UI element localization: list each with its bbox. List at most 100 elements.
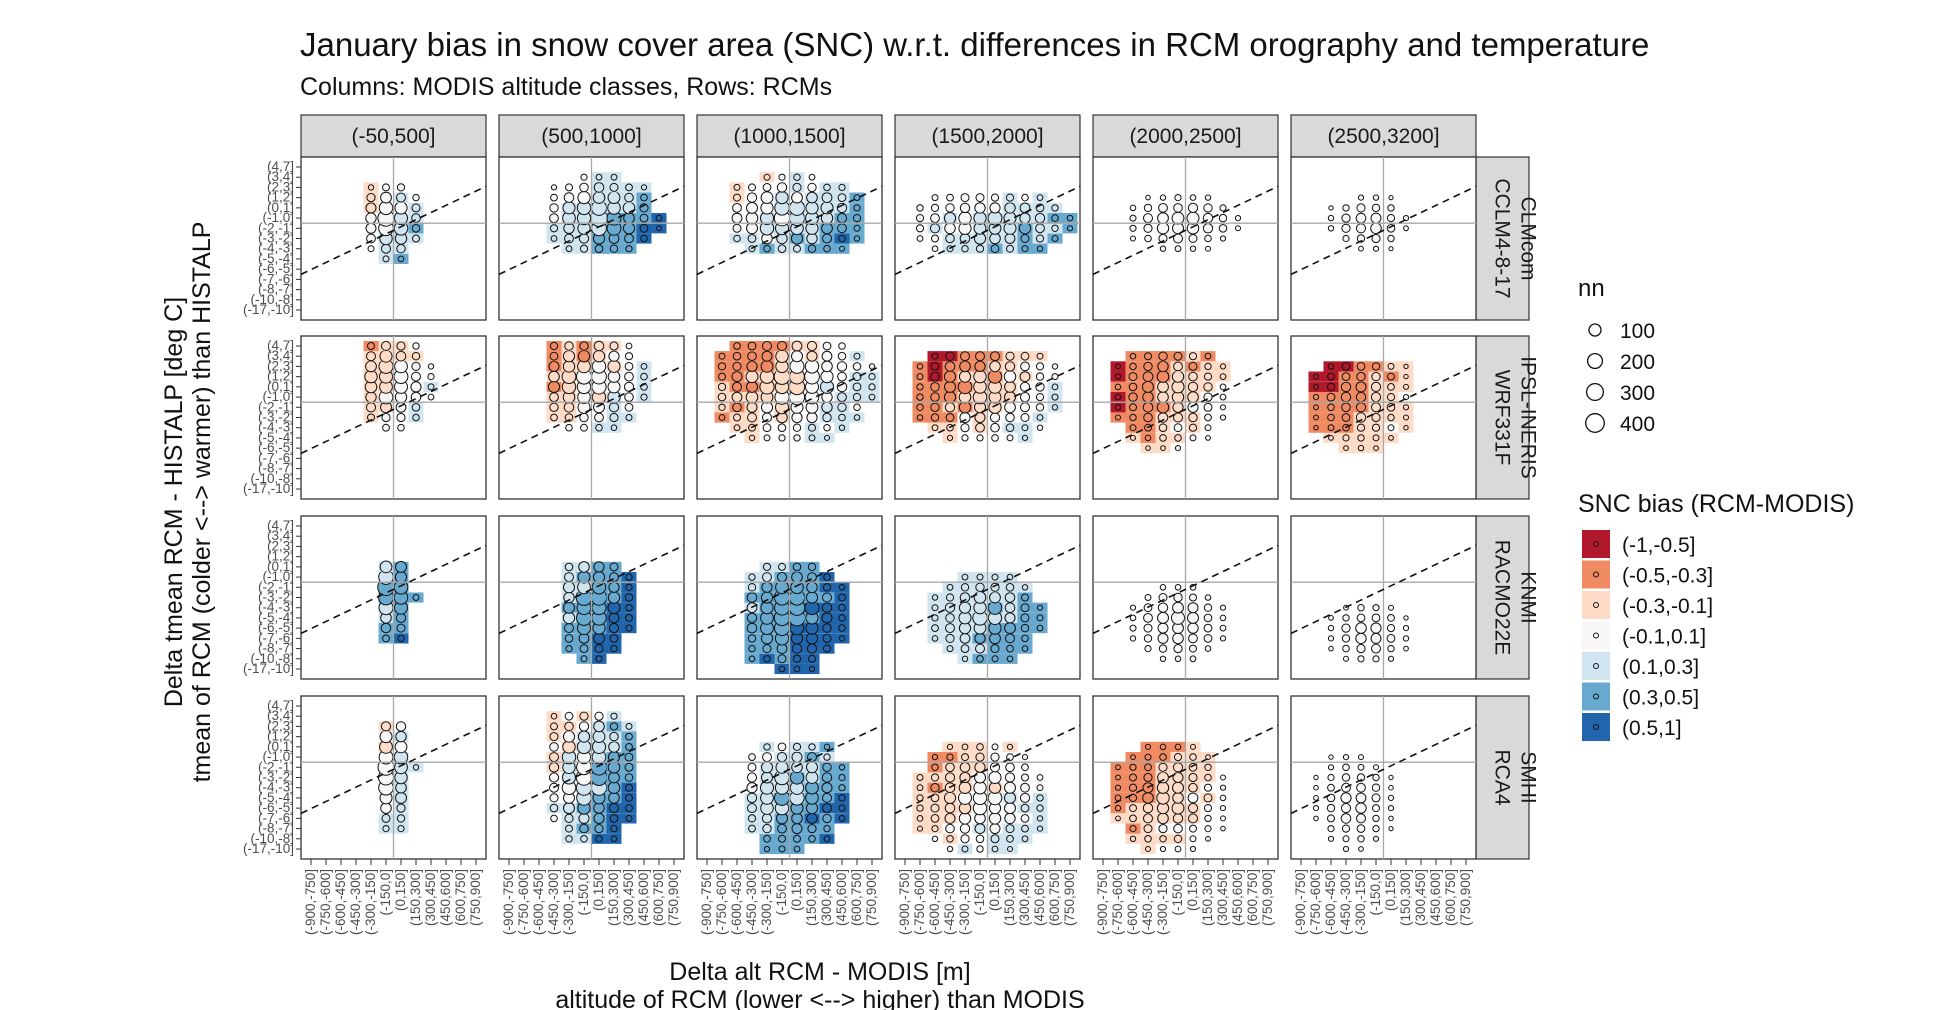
count-point bbox=[1386, 634, 1396, 643]
count-point bbox=[1115, 764, 1121, 771]
count-point bbox=[931, 352, 939, 360]
count-point bbox=[640, 363, 648, 370]
count-point bbox=[625, 743, 633, 751]
count-point bbox=[1005, 423, 1015, 433]
count-point bbox=[1403, 414, 1409, 421]
count-point bbox=[931, 424, 939, 432]
count-point bbox=[1021, 245, 1029, 253]
count-point bbox=[1051, 383, 1059, 391]
count-point bbox=[1021, 835, 1029, 843]
count-point bbox=[1157, 381, 1169, 393]
count-point bbox=[1145, 743, 1151, 750]
count-point bbox=[945, 233, 955, 244]
count-point bbox=[776, 182, 788, 193]
count-point bbox=[838, 815, 846, 822]
count-point bbox=[1205, 435, 1211, 441]
count-point bbox=[821, 222, 833, 235]
count-point bbox=[1006, 244, 1014, 253]
count-point bbox=[944, 802, 956, 814]
count-point bbox=[1388, 435, 1394, 441]
count-point bbox=[1171, 211, 1185, 225]
count-point bbox=[762, 644, 772, 654]
count-point bbox=[607, 781, 621, 795]
x-tick-label: (450,600] bbox=[1230, 869, 1245, 926]
count-point bbox=[1327, 764, 1335, 771]
count-point bbox=[1189, 655, 1197, 663]
count-point bbox=[975, 244, 985, 253]
x-tick-label: (-600,-450] bbox=[729, 869, 744, 935]
count-point bbox=[1387, 655, 1395, 662]
y-tick-label: (1,2] bbox=[267, 729, 294, 744]
count-point bbox=[365, 222, 377, 234]
x-tick-label: (750,900] bbox=[1260, 869, 1275, 926]
reference-dashed-line bbox=[498, 364, 685, 455]
count-point bbox=[579, 341, 589, 351]
size-legend-key bbox=[1586, 352, 1604, 370]
count-point bbox=[916, 403, 924, 411]
count-point bbox=[1174, 584, 1182, 591]
count-point bbox=[853, 414, 861, 421]
count-point bbox=[625, 732, 633, 741]
count-point bbox=[820, 370, 834, 384]
count-point bbox=[822, 762, 832, 772]
count-point bbox=[961, 434, 969, 442]
count-point bbox=[732, 402, 742, 413]
count-point bbox=[731, 212, 743, 224]
count-point bbox=[1036, 804, 1044, 812]
count-point bbox=[1144, 434, 1152, 442]
count-point bbox=[1020, 234, 1030, 243]
x-tick-label: (-750,-600] bbox=[318, 869, 333, 935]
count-point bbox=[822, 633, 832, 643]
count-point bbox=[1021, 593, 1029, 602]
count-point bbox=[1020, 603, 1030, 613]
count-point bbox=[1203, 783, 1213, 792]
count-point bbox=[805, 201, 819, 215]
count-point bbox=[792, 742, 802, 752]
count-point bbox=[916, 414, 924, 421]
count-point bbox=[748, 434, 756, 442]
count-point bbox=[916, 774, 924, 781]
count-point bbox=[1190, 743, 1196, 750]
count-point bbox=[989, 232, 1001, 245]
color-legend-label: (0.5,1] bbox=[1622, 717, 1682, 740]
count-point bbox=[1036, 414, 1044, 421]
count-point bbox=[822, 792, 832, 803]
color-legend-key-point bbox=[1593, 693, 1599, 700]
reference-dashed-line bbox=[1092, 544, 1279, 635]
count-point bbox=[1189, 835, 1197, 843]
count-point bbox=[1036, 194, 1044, 202]
x-tick-label: (450,600] bbox=[834, 869, 849, 926]
count-point bbox=[395, 730, 407, 743]
count-point bbox=[380, 622, 392, 634]
count-point bbox=[1159, 245, 1167, 252]
count-point bbox=[1172, 632, 1184, 645]
y-tick-label: (-3,-2] bbox=[258, 590, 294, 605]
count-point bbox=[746, 592, 758, 603]
count-point bbox=[806, 581, 818, 594]
count-point bbox=[718, 403, 726, 411]
count-point bbox=[960, 644, 970, 653]
count-point bbox=[1342, 614, 1350, 622]
column-strip-label: (-50,500] bbox=[351, 125, 435, 148]
count-point bbox=[1387, 234, 1395, 243]
count-point bbox=[595, 173, 603, 181]
count-point bbox=[411, 371, 421, 382]
count-point bbox=[806, 411, 818, 424]
count-point bbox=[1173, 753, 1183, 762]
count-point bbox=[868, 393, 876, 401]
count-point bbox=[762, 341, 772, 351]
count-point bbox=[793, 244, 801, 253]
reference-dashed-line bbox=[498, 544, 685, 635]
count-point bbox=[1202, 223, 1214, 234]
x-tick-label: (-450,-300] bbox=[942, 869, 957, 935]
count-point bbox=[610, 824, 618, 833]
count-point bbox=[381, 813, 391, 823]
count-point bbox=[1340, 803, 1352, 814]
count-point bbox=[945, 762, 955, 773]
count-point bbox=[960, 583, 970, 592]
count-point bbox=[1372, 773, 1380, 782]
y-tick-label: (-1,0] bbox=[262, 569, 294, 584]
count-point bbox=[1219, 414, 1227, 421]
count-point bbox=[748, 753, 756, 761]
count-point bbox=[1342, 845, 1350, 853]
